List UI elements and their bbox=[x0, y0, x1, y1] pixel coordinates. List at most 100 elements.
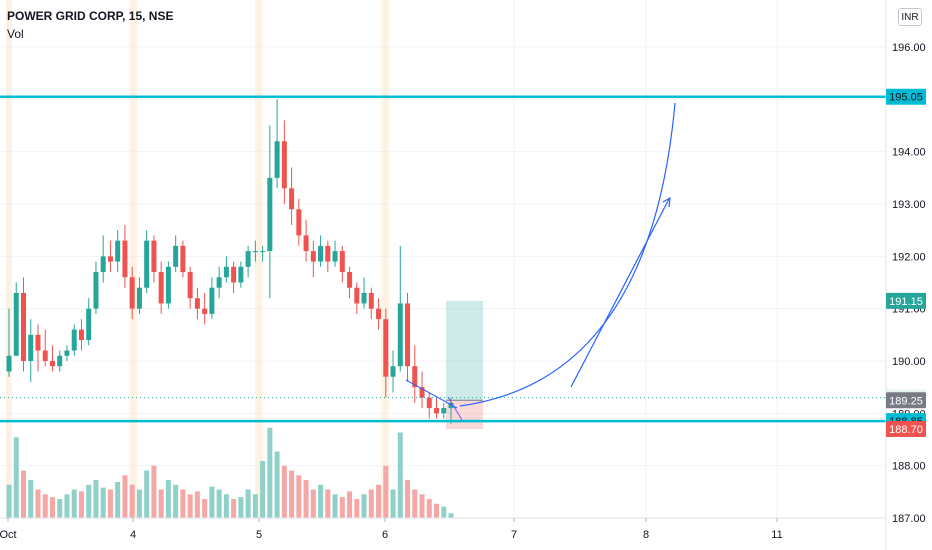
volume-bar bbox=[267, 427, 273, 518]
volume-bar bbox=[173, 484, 179, 518]
candle-body bbox=[260, 251, 266, 253]
candle-body bbox=[426, 397, 432, 409]
volume-bar bbox=[122, 475, 128, 518]
volume-bar bbox=[28, 480, 34, 518]
volume-bar bbox=[434, 503, 440, 518]
volume-bar bbox=[107, 489, 113, 518]
volume-bar bbox=[78, 491, 84, 518]
volume-bars bbox=[6, 427, 454, 518]
candle-body bbox=[151, 240, 157, 273]
volume-bar bbox=[86, 484, 92, 518]
price-label-box bbox=[886, 88, 926, 105]
price-label-box bbox=[886, 292, 926, 309]
volume-bar bbox=[223, 494, 229, 518]
long-position-tool[interactable] bbox=[446, 300, 483, 430]
volume-bar bbox=[281, 465, 287, 518]
volume-bar bbox=[13, 437, 19, 518]
target-zone bbox=[446, 300, 483, 401]
candle-body bbox=[129, 277, 135, 309]
candle-body bbox=[93, 272, 99, 309]
candle-body bbox=[332, 251, 338, 262]
candle-body bbox=[13, 292, 19, 356]
volume-bar bbox=[354, 499, 360, 518]
x-tick-label: 11 bbox=[771, 529, 782, 541]
volume-bar bbox=[57, 499, 63, 518]
volume-bar bbox=[260, 461, 266, 518]
session-break bbox=[6, 0, 12, 518]
candle-body bbox=[49, 361, 55, 367]
candle-body bbox=[144, 240, 150, 288]
candle-body bbox=[223, 266, 229, 278]
candle-body bbox=[71, 329, 77, 351]
candle-body bbox=[376, 308, 382, 320]
candle-body bbox=[42, 350, 48, 361]
candle-body bbox=[100, 256, 106, 273]
volume-bar bbox=[93, 480, 99, 518]
volume-bar bbox=[129, 484, 135, 518]
price-label: 191.15 bbox=[889, 296, 923, 308]
volume-indicator-label[interactable]: Vol bbox=[7, 27, 24, 41]
candle-body bbox=[310, 251, 316, 262]
candle-body bbox=[107, 256, 113, 262]
volume-bar bbox=[238, 497, 244, 518]
drawings[interactable] bbox=[405, 102, 676, 421]
volume-bar bbox=[144, 470, 150, 518]
candle-body bbox=[64, 350, 70, 356]
volume-bar bbox=[325, 489, 331, 518]
session-break bbox=[129, 0, 137, 518]
volume-bar bbox=[216, 489, 222, 518]
candle-body bbox=[281, 141, 287, 189]
volume-bar bbox=[426, 499, 432, 518]
candle-body bbox=[448, 402, 454, 409]
x-tick-label: 6 bbox=[382, 529, 388, 541]
x-tick-label: 4 bbox=[130, 529, 136, 541]
volume-bar bbox=[165, 480, 171, 518]
volume-bar bbox=[274, 451, 280, 518]
volume-bar bbox=[49, 497, 55, 518]
volume-bar bbox=[419, 494, 425, 518]
volume-bar bbox=[180, 489, 186, 518]
candle-body bbox=[209, 287, 215, 314]
volume-bar bbox=[412, 489, 418, 518]
volume-bar bbox=[136, 489, 142, 518]
horizontal-lines[interactable] bbox=[0, 95, 886, 423]
volume-bar bbox=[42, 494, 48, 518]
currency-badge[interactable]: INR bbox=[898, 8, 922, 26]
candle-body bbox=[289, 188, 295, 210]
candle-body bbox=[419, 387, 425, 398]
volume-bar bbox=[339, 497, 345, 518]
volume-bar bbox=[202, 499, 208, 518]
candle-body bbox=[303, 235, 309, 252]
volume-bar bbox=[361, 494, 367, 518]
volume-bar bbox=[390, 489, 396, 518]
volume-bar bbox=[115, 481, 121, 518]
symbol-title[interactable]: POWER GRID CORP, 15, NSE bbox=[7, 9, 174, 23]
volume-bar bbox=[245, 489, 251, 518]
volume-bar bbox=[318, 484, 324, 518]
candle-body bbox=[115, 240, 121, 262]
candle-body bbox=[231, 266, 237, 283]
volume-bar bbox=[231, 499, 237, 518]
volume-bar bbox=[448, 513, 454, 518]
price-label: 195.05 bbox=[889, 92, 923, 104]
session-dividers bbox=[6, 0, 389, 518]
candle-body bbox=[180, 245, 186, 273]
x-tick-label: 8 bbox=[643, 529, 649, 541]
volume-bar bbox=[441, 506, 447, 518]
y-tick-label: 194.00 bbox=[892, 147, 926, 159]
volume-bar bbox=[187, 494, 193, 518]
candle-body bbox=[318, 245, 324, 262]
volume-bar bbox=[6, 484, 12, 518]
arrow-head bbox=[662, 196, 671, 208]
y-tick-label: 192.00 bbox=[892, 251, 926, 263]
volume-bar bbox=[310, 489, 316, 518]
candle-body bbox=[434, 408, 440, 414]
volume-bar bbox=[100, 487, 106, 518]
candle-body bbox=[216, 277, 222, 288]
candle-body bbox=[325, 245, 331, 262]
volume-bar bbox=[296, 475, 302, 518]
y-tick-label: 193.00 bbox=[892, 199, 926, 211]
price-label-box bbox=[886, 421, 926, 438]
